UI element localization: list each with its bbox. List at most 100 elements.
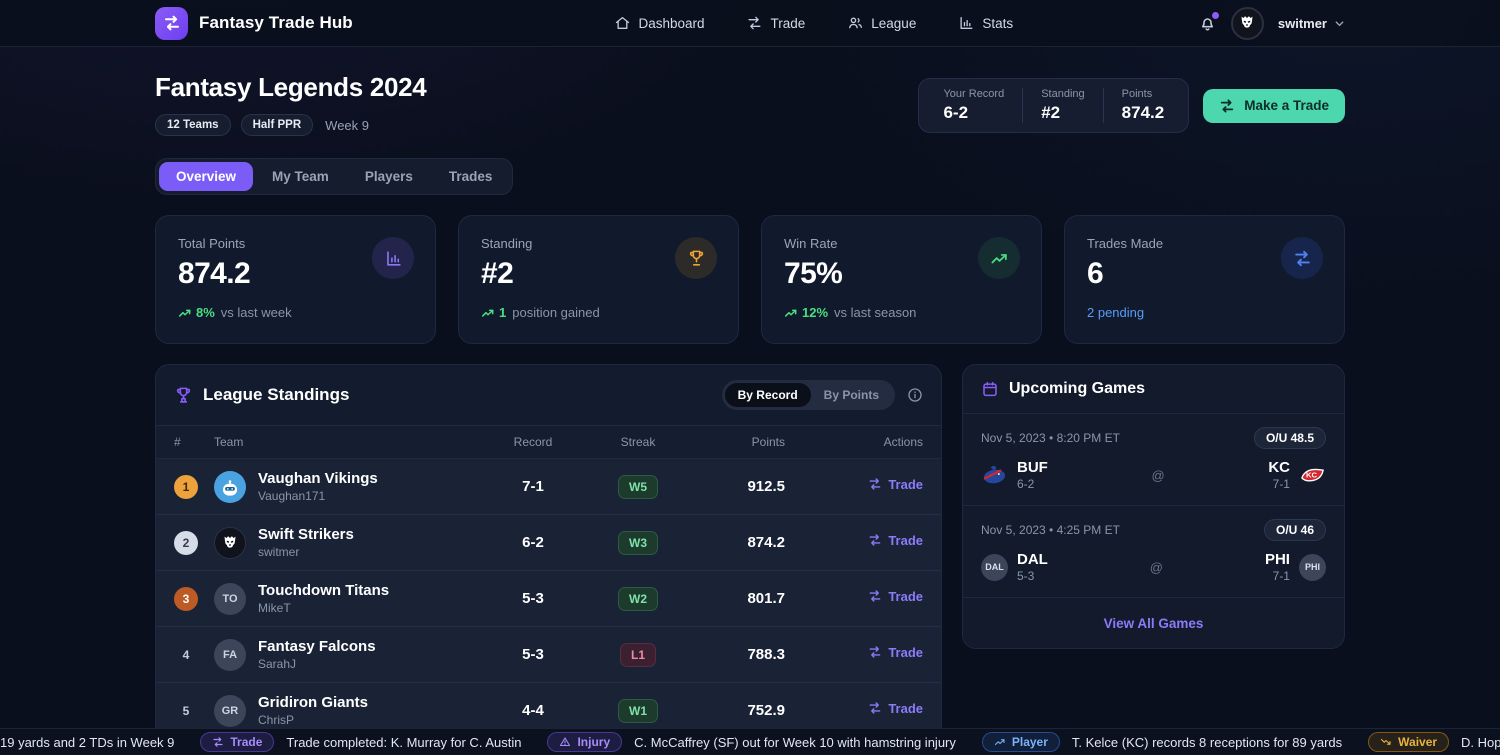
standings-row[interactable]: 3 TO Touchdown Titans MikeT 5-3 W2 801.7… xyxy=(156,571,941,627)
points-cell: 801.7 xyxy=(747,590,785,607)
nav-item-trade[interactable]: Trade xyxy=(747,15,806,31)
rank-badge: 4 xyxy=(182,647,190,662)
record-cell: 5-3 xyxy=(522,646,544,663)
streak-badge: W2 xyxy=(618,586,658,611)
week-label: Week 9 xyxy=(325,117,369,133)
swap-icon xyxy=(869,702,881,714)
nav-item-stats[interactable]: Stats xyxy=(958,15,1013,31)
points-cell: 788.3 xyxy=(747,646,785,663)
points-cell: 874.2 xyxy=(747,534,785,551)
bars-icon xyxy=(372,237,414,279)
chart-icon xyxy=(960,17,973,29)
nav-right: switmer xyxy=(1198,6,1345,40)
team-avatar xyxy=(214,526,246,559)
ticker-tag-trade: Trade xyxy=(200,732,275,752)
summary-standing: Standing #2 xyxy=(1022,88,1102,123)
trend-up-icon xyxy=(784,309,797,317)
team-name: Fantasy Falcons xyxy=(258,637,376,655)
trade-link[interactable]: Trade xyxy=(868,477,923,492)
user-avatar[interactable] xyxy=(1230,6,1264,40)
team-name: Swift Strikers xyxy=(258,525,354,543)
game-row[interactable]: Nov 5, 2023 • 8:20 PM ET O/U 48.5 BUF 6-… xyxy=(963,414,1344,506)
trade-link[interactable]: Trade xyxy=(868,701,923,716)
ticker-tag-player: Player xyxy=(981,732,1060,752)
standings-title: League Standings xyxy=(174,385,349,405)
page-header: Fantasy Legends 2024 12 Teams Half PPR W… xyxy=(155,47,1345,136)
trade-link[interactable]: Trade xyxy=(868,533,923,548)
upcoming-games-panel: Upcoming Games Nov 5, 2023 • 8:20 PM ET … xyxy=(962,364,1345,649)
stats-grid: Total Points 874.2 8% vs last week Standi… xyxy=(155,215,1345,344)
sort-toggle: By Record By Points xyxy=(721,380,895,410)
delta-up: 8% xyxy=(178,305,215,320)
tab-my-team[interactable]: My Team xyxy=(272,169,329,184)
away-team-logo xyxy=(981,462,1008,489)
notification-dot xyxy=(1211,11,1219,19)
nav-item-league[interactable]: League xyxy=(847,15,916,31)
stat-card: Win Rate 75% 12% vs last season xyxy=(761,215,1042,344)
rank-badge: 5 xyxy=(182,703,190,718)
team-owner: SarahJ xyxy=(258,657,297,672)
svg-text:KC: KC xyxy=(1306,470,1318,479)
stat-card: Total Points 874.2 8% vs last week xyxy=(155,215,436,344)
top-nav: Fantasy Trade Hub Dashboard Trade League… xyxy=(0,0,1500,47)
standings-table-body: 1 Vaughan Vikings Vaughan171 7-1 W5 912.… xyxy=(156,459,941,739)
trophy-icon xyxy=(176,387,191,403)
team-owner: ChrisP xyxy=(258,713,295,728)
standings-row[interactable]: 2 Swift Strikers switmer 6-2 W3 874.2 Tr… xyxy=(156,515,941,571)
home-team-logo: KC xyxy=(1299,462,1326,489)
ticker-text: Trade completed: K. Murray for C. Austin xyxy=(286,734,522,750)
game-row[interactable]: Nov 5, 2023 • 4:25 PM ET O/U 46 DAL DAL … xyxy=(963,506,1344,598)
streak-badge: W3 xyxy=(618,530,658,555)
make-a-trade-button[interactable]: Make a Trade xyxy=(1203,88,1345,123)
people-icon xyxy=(848,17,862,29)
brand[interactable]: Fantasy Trade Hub xyxy=(155,6,353,40)
team-name: Gridiron Giants xyxy=(258,693,369,711)
info-icon[interactable] xyxy=(907,387,923,403)
over-under-badge: O/U 46 xyxy=(1263,519,1326,541)
streak-badge: L1 xyxy=(619,642,656,667)
toggle-by-points[interactable]: By Points xyxy=(823,388,879,402)
delta-suffix: position gained xyxy=(512,305,600,320)
tab-overview[interactable]: Overview xyxy=(159,162,254,191)
scoring-badge: Half PPR xyxy=(240,114,314,136)
view-all-games-link[interactable]: View All Games xyxy=(1103,616,1204,631)
home-team: KC 7-1 KC xyxy=(1268,459,1326,491)
team-avatar: FA xyxy=(214,638,246,671)
brand-name: Fantasy Trade Hub xyxy=(199,13,353,32)
standings-row[interactable]: 4 FA Fantasy Falcons SarahJ 5-3 L1 788.3… xyxy=(156,627,941,683)
pending-note[interactable]: 2 pending xyxy=(1087,305,1145,320)
games-list: Nov 5, 2023 • 8:20 PM ET O/U 48.5 BUF 6-… xyxy=(963,414,1344,598)
swap-icon xyxy=(869,478,881,490)
news-ticker: 19 yards and 2 TDs in Week 9 Trade Trade c… xyxy=(0,728,1500,755)
record-cell: 6-2 xyxy=(522,534,544,551)
summary-your-record: Your Record 6-2 xyxy=(943,88,1005,122)
swap-icon xyxy=(748,16,761,30)
delta-suffix: vs last week xyxy=(220,305,292,320)
nav-item-label: Trade xyxy=(770,15,806,31)
record-cell: 7-1 xyxy=(522,478,544,495)
points-cell: 912.5 xyxy=(747,478,785,495)
stat-footnote: 8% vs last week xyxy=(178,305,413,320)
standings-row[interactable]: 1 Vaughan Vikings Vaughan171 7-1 W5 912.… xyxy=(156,459,941,515)
stat-footnote: 1 position gained xyxy=(481,305,716,320)
tab-players[interactable]: Players xyxy=(364,169,413,184)
stat-card: Trades Made 6 2 pending xyxy=(1064,215,1345,344)
delta-suffix: vs last season xyxy=(834,305,917,320)
record-summary-card: Your Record 6-2 Standing #2 Points 874.2 xyxy=(918,78,1190,133)
trophy-icon xyxy=(675,237,717,279)
user-menu[interactable]: switmer xyxy=(1278,16,1345,31)
trade-link[interactable]: Trade xyxy=(868,589,923,604)
stat-label: Trades Made xyxy=(1087,236,1164,251)
trade-link[interactable]: Trade xyxy=(868,645,923,660)
team-name: Touchdown Titans xyxy=(258,581,390,599)
stat-card: Standing #2 1 position gained xyxy=(458,215,739,344)
toggle-by-record[interactable]: By Record xyxy=(724,383,811,407)
ticker-text: C. McCaffrey (SF) out for Week 10 with h… xyxy=(634,734,956,750)
at-sign: @ xyxy=(1151,467,1165,483)
home-icon xyxy=(615,17,630,29)
calendar-icon xyxy=(983,381,997,397)
stat-label: Standing xyxy=(481,236,533,251)
nav-item-dashboard[interactable]: Dashboard xyxy=(614,15,705,31)
notifications-button[interactable] xyxy=(1198,11,1219,33)
tab-trades[interactable]: Trades xyxy=(448,169,493,184)
